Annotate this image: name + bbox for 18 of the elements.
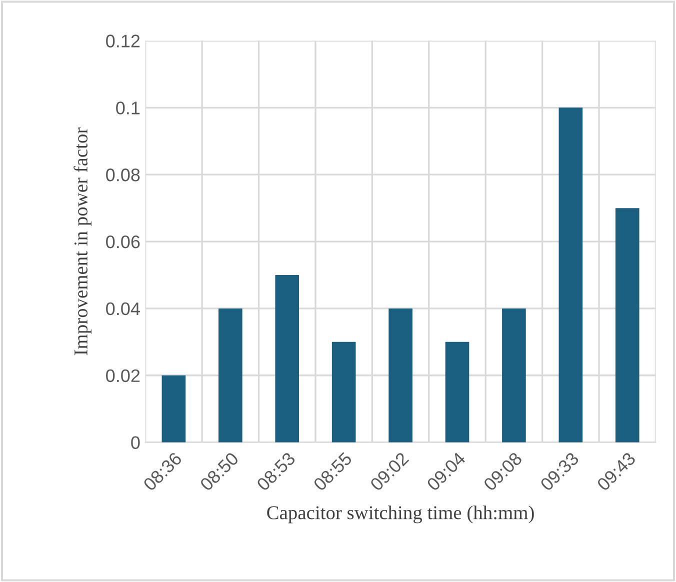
- bar: [218, 308, 242, 442]
- bar: [275, 274, 300, 442]
- bar: [558, 108, 583, 442]
- y-tick-label: 0.08: [106, 168, 140, 182]
- bar: [332, 342, 356, 442]
- y-axis-title: Improvement in power factor: [74, 128, 92, 356]
- y-tick-label: 0.02: [106, 369, 140, 382]
- y-tick-label: 0.1: [116, 102, 140, 114]
- bar: [502, 308, 526, 442]
- y-tick-label: 0.06: [106, 235, 140, 248]
- y-tick-label: 0.12: [106, 34, 140, 48]
- x-axis-title: Capacitor switching time (hh:mm): [267, 506, 534, 524]
- bar: [445, 342, 470, 442]
- y-tick-label: 0: [131, 436, 140, 450]
- bar: [162, 375, 186, 442]
- bar: [615, 208, 640, 442]
- y-tick-label: 0.04: [106, 302, 140, 316]
- bar: [388, 308, 412, 442]
